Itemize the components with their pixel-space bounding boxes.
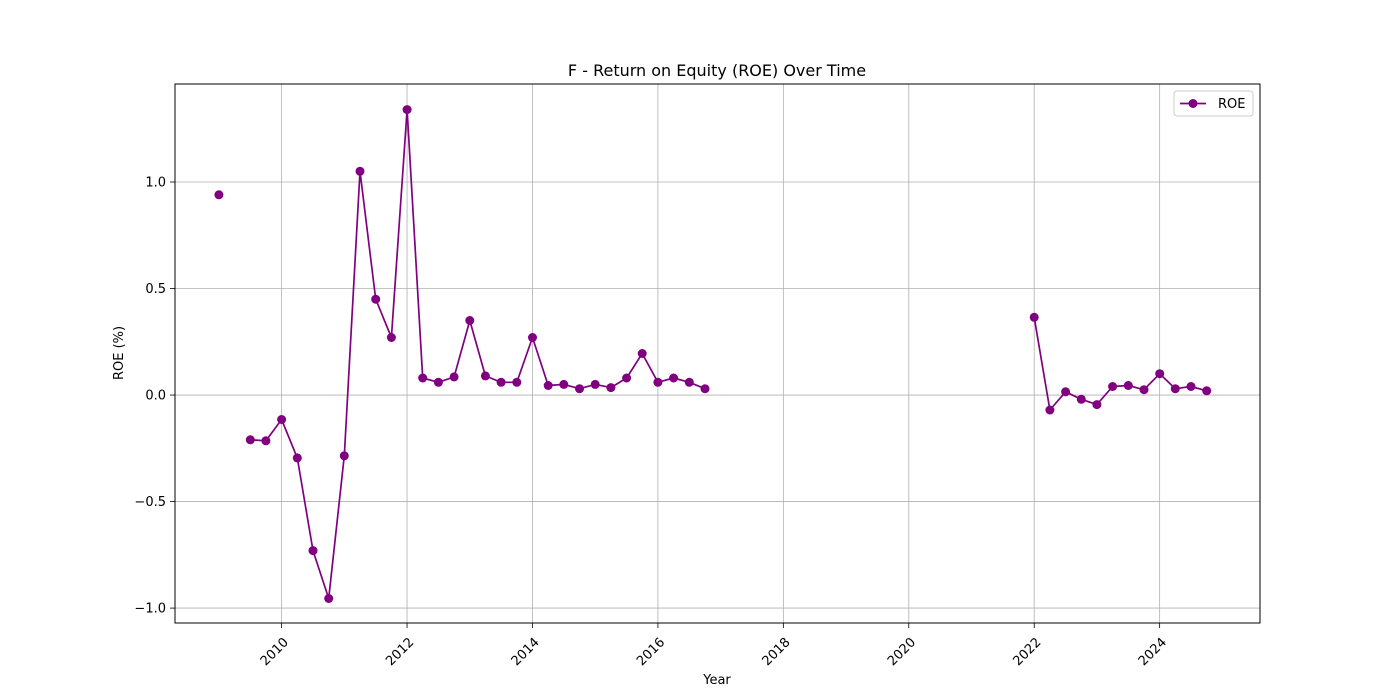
data-point [622, 373, 632, 383]
data-point [1123, 381, 1133, 390]
data-point [606, 383, 616, 393]
data-point [386, 333, 396, 342]
data-point [528, 333, 537, 342]
data-point [1202, 386, 1212, 396]
data-point [590, 379, 600, 389]
legend: ROE [1173, 90, 1254, 117]
data-point [449, 372, 459, 382]
series-roe [214, 105, 1212, 603]
data-point [418, 373, 428, 383]
data-point [261, 436, 271, 446]
data-point [355, 166, 365, 176]
plot-frame [174, 83, 1261, 624]
chart-title: F - Return on Equity (ROE) Over Time [568, 61, 866, 80]
data-point [308, 546, 318, 556]
x-tick-label: 2012 [383, 635, 417, 669]
data-point [1092, 400, 1102, 410]
data-point [324, 594, 334, 603]
data-point [1076, 394, 1086, 404]
x-tick-label: 2014 [509, 635, 543, 669]
data-point [575, 384, 584, 394]
legend-label-roe: ROE [1218, 97, 1245, 112]
data-point [1170, 384, 1180, 394]
x-tick-label: 2020 [885, 635, 919, 669]
y-axis-label: ROE (%) [112, 326, 127, 380]
data-point [214, 190, 224, 200]
data-point [245, 435, 255, 445]
x-tick-label: 2018 [760, 635, 794, 669]
data-point [496, 377, 506, 387]
data-point [512, 377, 522, 387]
data-point [1029, 312, 1039, 322]
y-tick-label: 0.0 [145, 389, 166, 404]
data-point [1139, 385, 1149, 395]
data-point [1045, 405, 1055, 415]
data-point [480, 371, 490, 381]
data-point [292, 453, 302, 463]
data-point [669, 373, 679, 383]
data-point [1155, 369, 1165, 379]
x-tick-label: 2010 [258, 635, 292, 669]
y-tick-label: −1.0 [134, 602, 166, 617]
data-point [543, 381, 553, 390]
data-point [559, 379, 569, 389]
x-tick-label: 2016 [634, 635, 668, 669]
data-point [653, 377, 663, 387]
legend-box [1173, 90, 1254, 117]
data-point [1186, 382, 1196, 391]
grid-lines [175, 84, 1260, 623]
data-point [684, 377, 694, 387]
y-axis-ticks: −1.0 −0.5 0.0 0.5 1.0 [134, 176, 175, 617]
data-point [339, 451, 349, 461]
data-point [433, 377, 443, 387]
x-axis-ticks: 2010 2012 2014 2016 2018 2020 2022 2024 [258, 623, 1170, 669]
data-point [1108, 382, 1118, 391]
legend-marker-roe [1188, 99, 1198, 108]
y-tick-label: 1.0 [145, 176, 166, 191]
series-line-roe [1033, 317, 1207, 411]
data-point [465, 316, 475, 325]
data-point [371, 294, 381, 304]
x-axis-label: Year [702, 673, 731, 688]
data-point [402, 105, 412, 115]
data-point [277, 415, 287, 424]
y-tick-label: −0.5 [134, 495, 166, 510]
x-tick-label: 2022 [1010, 635, 1044, 669]
x-tick-label: 2024 [1136, 635, 1170, 669]
series-line-roe [250, 108, 706, 600]
data-point [700, 384, 710, 394]
data-point [637, 349, 647, 358]
data-point [1061, 387, 1071, 397]
y-tick-label: 0.5 [145, 282, 166, 297]
